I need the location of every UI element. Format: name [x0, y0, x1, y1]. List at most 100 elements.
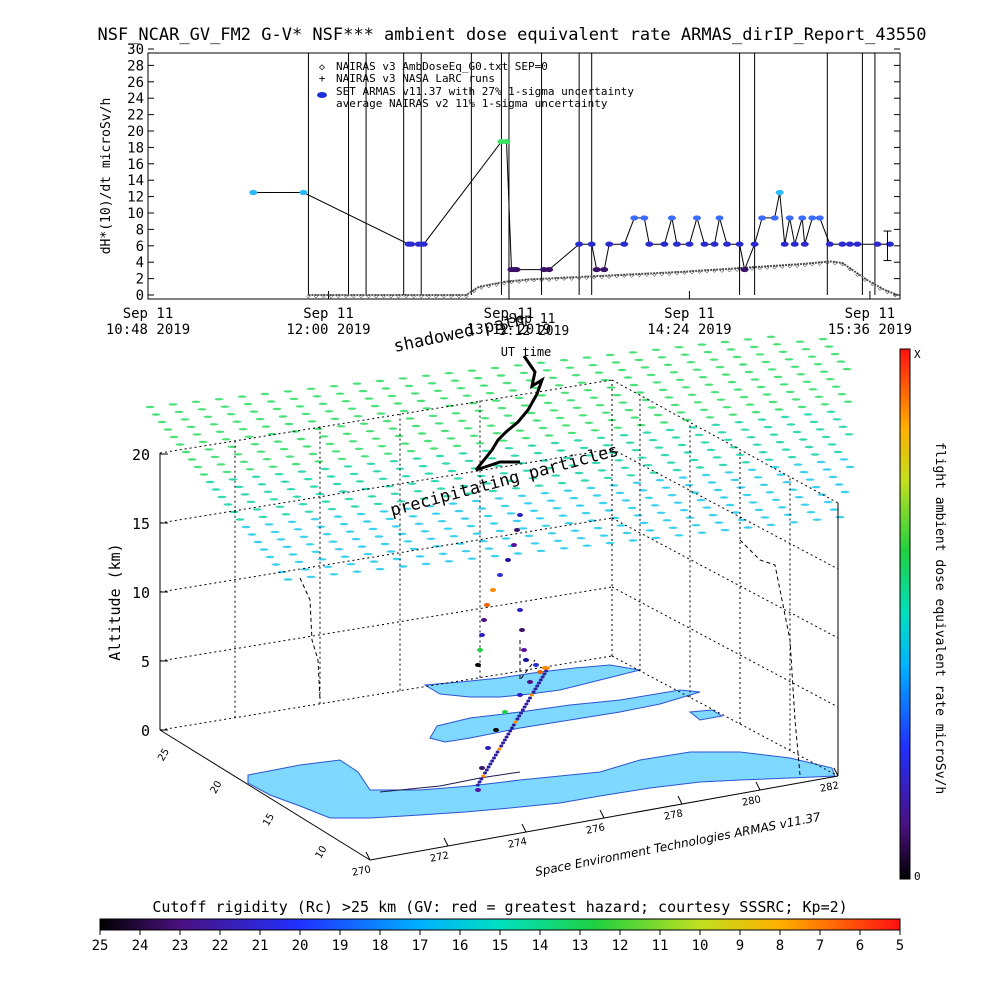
field-cell [798, 438, 808, 441]
armas-point [798, 215, 807, 221]
field-cell [326, 475, 336, 478]
field-cell [306, 387, 316, 390]
field-cell [291, 462, 301, 466]
field-cell [334, 548, 344, 551]
field-cell [197, 408, 207, 411]
field-cell [282, 545, 292, 549]
top-x-tick-label-time: 13:12 2019 [467, 322, 551, 338]
armas-point [645, 241, 654, 247]
nairas-marker: ◇ [870, 280, 875, 288]
field-cell [451, 412, 461, 415]
field-cell [562, 456, 572, 460]
longitude-tick-label: 276 [585, 822, 606, 836]
field-cell [327, 507, 337, 511]
nairas-marker: ◇ [735, 265, 740, 273]
field-cell [318, 402, 328, 405]
flight-ground-point [484, 768, 489, 772]
rigidity-tick-label: 6 [856, 938, 864, 954]
field-cell [729, 446, 739, 449]
field-cell [691, 524, 701, 527]
field-cell [306, 575, 316, 579]
flight-ground-point [504, 735, 509, 739]
field-cell [233, 453, 243, 456]
field-cell [260, 392, 270, 396]
field-cell [349, 472, 359, 476]
flight-ground-point [531, 690, 536, 694]
flight-ground-point [524, 702, 529, 706]
field-cell [346, 563, 356, 566]
field-cell [398, 377, 408, 380]
flight-ground-point [515, 717, 520, 721]
armas-point [600, 266, 609, 273]
nairas-marker: ◇ [893, 291, 898, 299]
field-cell [372, 470, 382, 473]
field-cell [280, 480, 290, 483]
field-cell [530, 542, 540, 545]
field-cell [820, 403, 830, 406]
field-cell [839, 458, 849, 461]
field-cell [352, 382, 362, 385]
field-cell [364, 397, 374, 400]
nairas-marker: ◇ [344, 292, 349, 300]
flight-ground-point [526, 699, 531, 703]
field-cell [496, 374, 506, 377]
nairas-marker: ◇ [389, 292, 394, 300]
field-cell [714, 521, 724, 524]
field-cell [400, 442, 410, 445]
field-cell [374, 535, 384, 538]
field-cell [246, 500, 256, 504]
field-cell [449, 535, 459, 538]
field-cell [772, 343, 782, 346]
armas-point [407, 241, 416, 247]
field-cell [589, 396, 599, 399]
field-cell [377, 445, 387, 448]
flight-ground-point [495, 750, 500, 754]
field-cell [532, 419, 542, 422]
field-cell [520, 404, 530, 407]
field-cell [634, 358, 644, 362]
field-cell [553, 539, 563, 542]
field-cell [474, 409, 484, 412]
land-islet [688, 709, 724, 721]
field-cell [803, 413, 813, 416]
nairas-marker: ◇ [351, 292, 356, 300]
field-cell [718, 463, 728, 467]
field-cell [339, 522, 349, 526]
field-cell [777, 506, 787, 509]
top-y-tick-label: 16 [127, 157, 144, 173]
field-cell [708, 513, 718, 517]
field-cell [785, 390, 795, 394]
rigidity-tick-label: 14 [532, 938, 549, 954]
field-cell [699, 408, 709, 411]
field-cell [641, 398, 651, 402]
field-cell [568, 464, 578, 467]
armas-point [640, 215, 649, 221]
field-cell [697, 531, 707, 534]
field-cell [203, 415, 213, 418]
legend-plus-icon: + [319, 72, 326, 85]
flight-ground-point [542, 672, 547, 676]
field-cell [556, 449, 566, 452]
armas-point [825, 241, 834, 247]
flight-point [485, 746, 491, 750]
field-cell [845, 465, 855, 469]
field-cell [644, 496, 654, 499]
field-cell [667, 494, 677, 497]
field-cell [447, 469, 457, 473]
flight-point [505, 558, 511, 562]
longitude-tick [833, 767, 839, 777]
nairas-marker: ◇ [427, 292, 432, 300]
altitude-tick-label: 15 [132, 515, 150, 533]
field-cell [350, 505, 360, 508]
nairas-marker: ◇ [547, 275, 552, 283]
flight-ground-point [510, 726, 514, 730]
field-cell [476, 474, 486, 478]
field-cell [586, 486, 596, 490]
field-cell [216, 463, 226, 466]
field-cell [367, 495, 377, 498]
flight-ground-point [481, 774, 486, 778]
field-cell [666, 461, 676, 464]
annotation-ut-time: UT time [501, 345, 552, 359]
field-cell [332, 482, 342, 486]
flight-ground-point [520, 708, 525, 712]
